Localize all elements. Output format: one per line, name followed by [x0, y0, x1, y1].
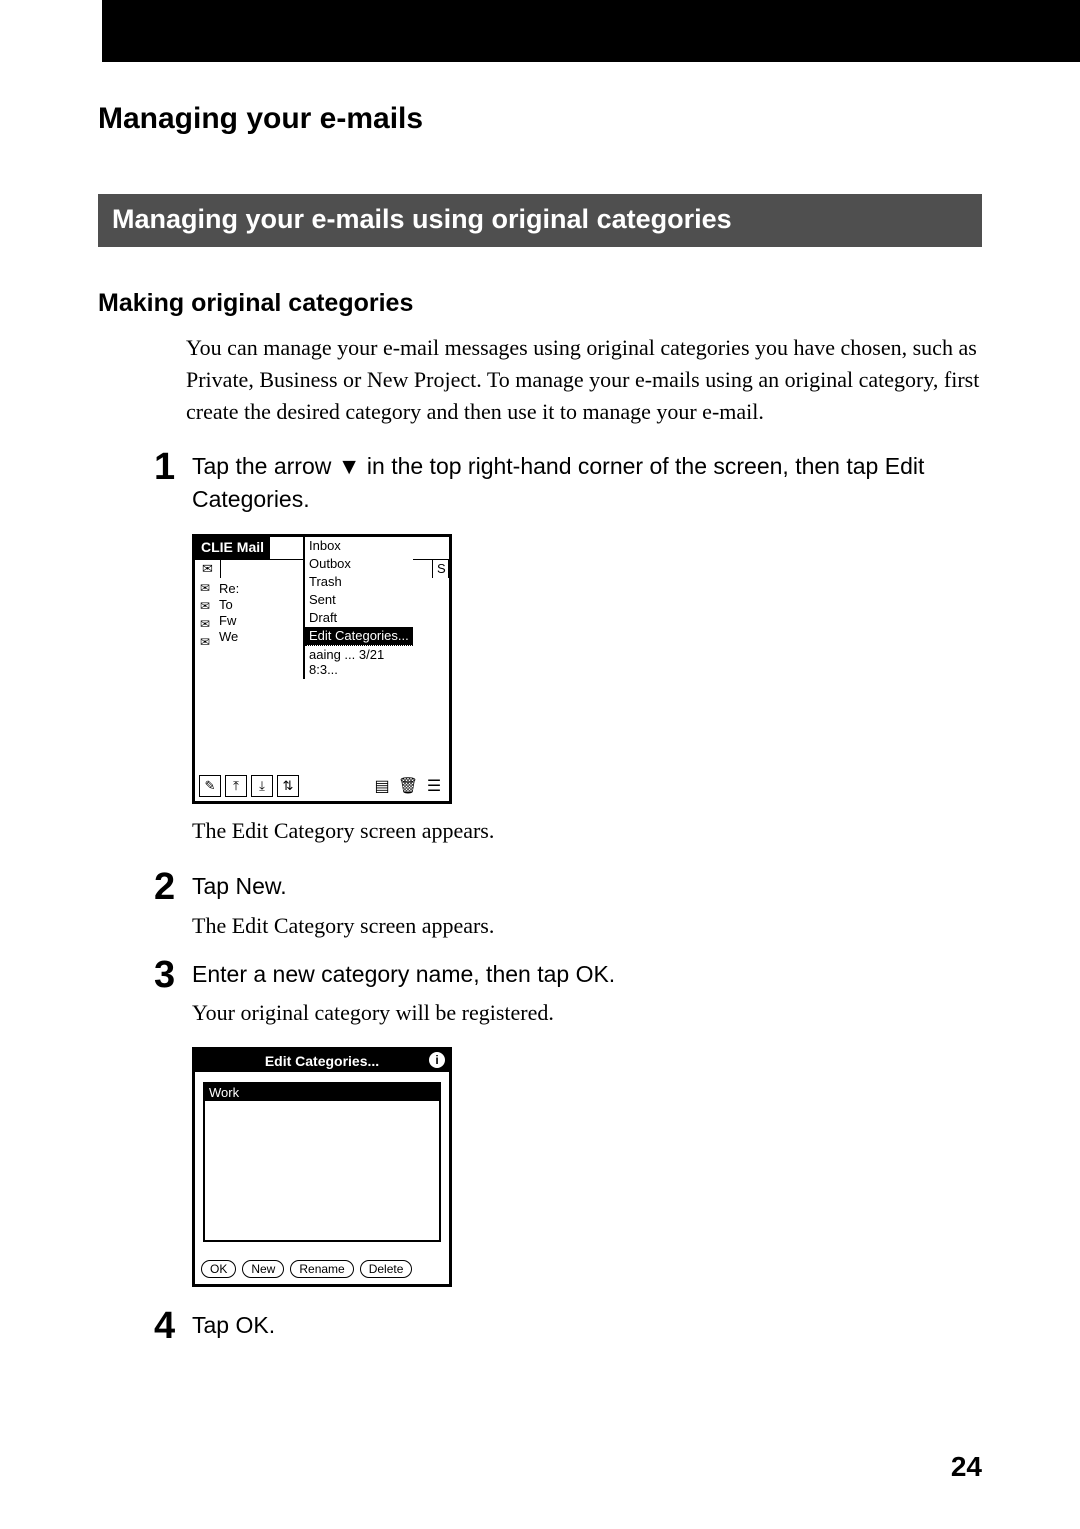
step-number: 3 [154, 956, 192, 994]
rename-button: Rename [290, 1260, 353, 1278]
step-1-result: The Edit Category screen appears. [192, 818, 982, 844]
row-icon: ✉ [197, 599, 213, 613]
category-listbox: Work [203, 1082, 441, 1242]
app-title-chip: CLIE Mail [195, 537, 272, 559]
down-arrow-glyph: ▼ [338, 450, 361, 483]
step-number: 4 [154, 1307, 192, 1345]
dropdown-item-trash: Trash [305, 573, 413, 591]
dropdown-footer: aaing ... 3/21 8:3... [305, 645, 413, 679]
dialog-title: Edit Categories... [265, 1053, 379, 1069]
sync-icon: ⇅ [277, 775, 299, 797]
step-3-result: Your original category will be registere… [192, 997, 982, 1029]
ok-button: OK [201, 1260, 236, 1278]
row-prefix: To [219, 597, 239, 613]
step-2: 2 Tap New. The Edit Category screen appe… [154, 870, 982, 941]
mail-row-prefixes: Re: To Fw We [219, 581, 239, 645]
download-icon: ⤓ [251, 775, 273, 797]
dropdown-item-sent: Sent [305, 591, 413, 609]
step-4: 4 Tap OK. [154, 1309, 982, 1345]
trash-icon: 🗑 [397, 775, 419, 797]
row-icon: ✉ [197, 617, 213, 631]
row-prefix: Fw [219, 613, 239, 629]
step-number: 1 [154, 448, 192, 486]
step-1: 1 Tap the arrow ▼ in the top right-hand … [154, 450, 982, 517]
step-2-title: Tap New. [192, 870, 982, 903]
section-title-bar: Managing your e-mails using original cat… [98, 194, 982, 247]
category-entry-work: Work [205, 1084, 439, 1101]
hdr-s: S [433, 560, 449, 578]
hdr-mail-icon: ✉ [195, 560, 221, 578]
step-1-title: Tap the arrow ▼ in the top right-hand co… [192, 450, 982, 517]
chapter-title: Managing your e-mails [98, 102, 982, 136]
step-1-title-a: Tap the arrow [192, 453, 338, 479]
menu-icon: ☰ [423, 775, 445, 797]
page-number: 24 [951, 1451, 982, 1483]
screenshot-edit-categories: Edit Categories... i Work OK New Rename … [192, 1047, 452, 1287]
row-prefix: Re: [219, 581, 239, 597]
intro-paragraph: You can manage your e-mail messages usin… [186, 332, 982, 428]
dropdown-item-draft: Draft [305, 609, 413, 627]
card-icon: ▤ [371, 775, 393, 797]
step-4-title: Tap OK. [192, 1309, 982, 1342]
info-icon: i [429, 1052, 445, 1068]
upload-icon: ⤒ [225, 775, 247, 797]
screenshot-clie-mail: CLIE Mail ✉ Sender S ✉ ✉ ✉ ✉ Re: To Fw W… [192, 534, 452, 804]
dropdown-item-edit-categories: Edit Categories... [305, 627, 413, 645]
delete-button: Delete [360, 1260, 413, 1278]
row-icon-column: ✉ ✉ ✉ ✉ [197, 581, 213, 649]
step-2-result: The Edit Category screen appears. [192, 910, 982, 942]
new-button: New [242, 1260, 284, 1278]
header-black-bar [102, 0, 1080, 62]
row-icon: ✉ [197, 635, 213, 649]
compose-icon: ✎ [199, 775, 221, 797]
dropdown-item-outbox: Outbox [305, 555, 413, 573]
step-3-title: Enter a new category name, then tap OK. [192, 958, 982, 991]
step-number: 2 [154, 868, 192, 906]
row-prefix: We [219, 629, 239, 645]
category-dropdown: Inbox Outbox Trash Sent Draft Edit Categ… [303, 537, 413, 679]
step-3: 3 Enter a new category name, then tap OK… [154, 958, 982, 1029]
row-icon: ✉ [197, 581, 213, 595]
dropdown-item-inbox: Inbox [305, 537, 413, 555]
subsection-title: Making original categories [98, 289, 982, 318]
